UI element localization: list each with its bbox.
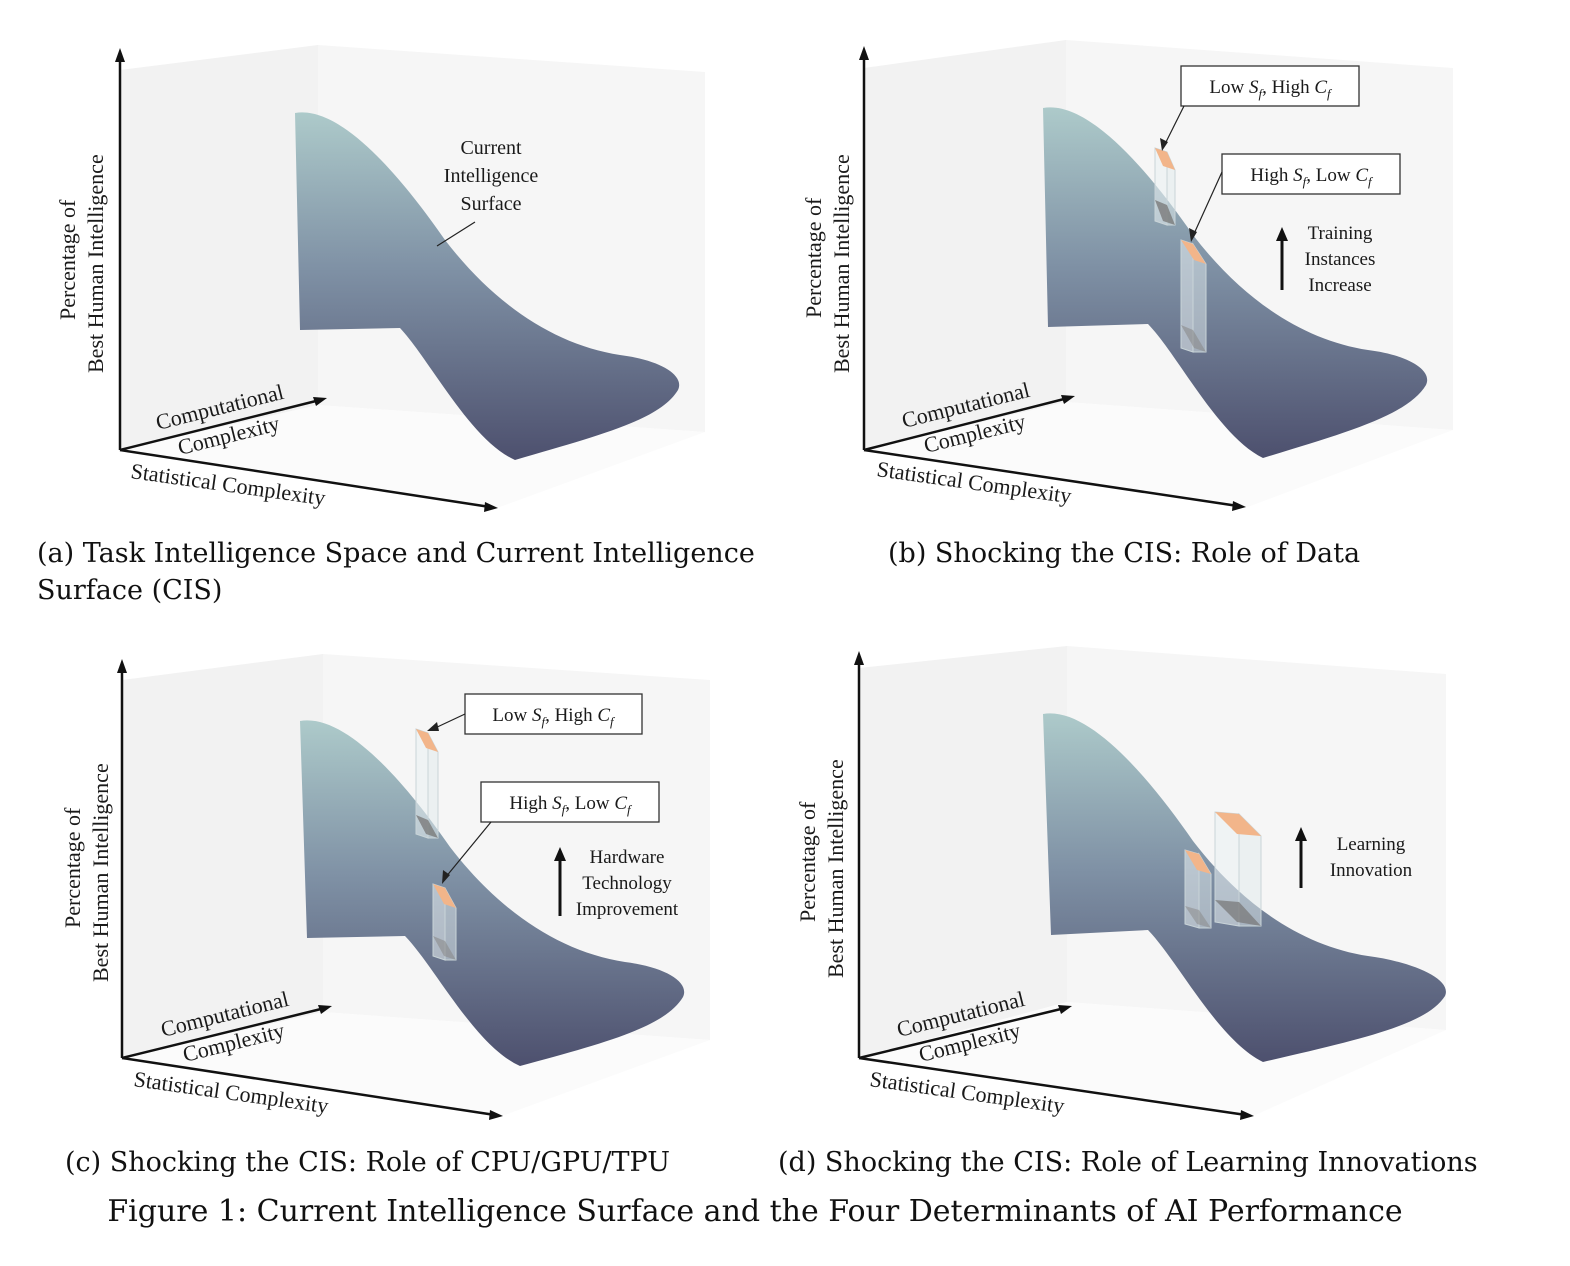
intelligence-surface <box>1043 107 1428 459</box>
surface-label-line3: Surface <box>460 193 521 215</box>
x-axis <box>119 398 321 452</box>
subcaption-b: (b) Shocking the CIS: Role of Data <box>888 538 1361 569</box>
x-axis-arrow <box>1058 1005 1072 1014</box>
panel-d: Percentage of Best Human Intelligence Co… <box>741 610 1521 1230</box>
cis-plot-a: Percentage of Best Human Intelligence Co… <box>55 45 705 512</box>
z-axis <box>858 1056 1247 1117</box>
svg-text:Low Sf, High Cf: Low Sf, High Cf <box>1209 77 1333 101</box>
subcaption-a-line2: Surface (CIS) <box>37 575 223 606</box>
intelligence-surface <box>295 112 680 461</box>
shock-arrow-head <box>1295 827 1307 841</box>
figure-caption: Figure 1: Current Intelligence Surface a… <box>107 1194 1403 1229</box>
label-box-high-s-low-c: High Sf, Low Cf <box>480 781 660 823</box>
pointer-box1-head <box>1160 138 1168 151</box>
shock-label-line2: Innovation <box>1330 860 1413 881</box>
z-axis-arrow <box>1240 1110 1254 1120</box>
pointer-box1 <box>432 713 466 730</box>
y-axis-label-line2: Best Human Intelligence <box>88 763 113 982</box>
y-axis-label-line1: Percentage of <box>801 197 826 318</box>
intelligence-surface <box>1043 713 1446 1062</box>
surface-label-line1: Current <box>460 137 522 159</box>
pointer-box2 <box>1192 171 1223 237</box>
pointer-box2-head <box>442 870 450 884</box>
z-axis-arrow <box>1232 501 1246 511</box>
shock-arrow-head <box>554 847 566 861</box>
svg-text:High Sf, Low Cf: High Sf, Low Cf <box>1250 165 1374 189</box>
cis-plot-d: Percentage of Best Human Intelligence Co… <box>795 646 1446 1120</box>
panel-c: Percentage of Best Human Intelligence Co… <box>5 610 785 1230</box>
x-axis <box>121 1006 326 1060</box>
z-axis <box>121 1056 496 1117</box>
pointer-box1-head <box>427 722 439 731</box>
cis-plot-c: Percentage of Best Human Intelligence Co… <box>60 654 710 1120</box>
panel-b: Percentage of Best Human Intelligence Co… <box>748 0 1528 620</box>
label-box-low-s-high-c: Low Sf, High Cf <box>464 693 643 735</box>
shock-label-line1: Training <box>1308 223 1373 244</box>
x-axis-arrow <box>1061 395 1075 404</box>
y-axis-arrow <box>854 651 864 665</box>
y-axis-arrow <box>859 46 869 60</box>
shock-label-line1: Hardware <box>590 847 665 868</box>
label-box-low-s-high-c: Low Sf, High Cf <box>1180 65 1360 107</box>
subcaption-a-line1: (a) Task Intelligence Space and Current … <box>37 538 755 569</box>
x-axis-arrow <box>313 397 327 406</box>
shock-label-line3: Increase <box>1308 275 1371 296</box>
x-axis-arrow <box>318 1005 332 1014</box>
y-axis-label-line2: Best Human Intelligence <box>829 154 854 373</box>
shock-bar-small <box>1184 849 1212 929</box>
svg-text:High Sf, Low Cf: High Sf, Low Cf <box>509 793 633 817</box>
y-axis-arrow <box>115 48 125 62</box>
shock-bar-high-s-low-c <box>1180 239 1207 353</box>
y-axis-label-line1: Percentage of <box>795 801 820 922</box>
subcaption-c: (c) Shocking the CIS: Role of CPU/GPU/TP… <box>65 1147 670 1178</box>
back-pane <box>859 646 1067 1058</box>
surface-label-pointer <box>436 221 476 247</box>
cis-plot-b: Percentage of Best Human Intelligence Co… <box>801 40 1453 511</box>
x-axis <box>858 1006 1066 1060</box>
y-axis-arrow <box>117 659 127 673</box>
z-axis <box>119 448 491 509</box>
pointer-box2 <box>444 821 492 879</box>
y-axis-label-line2: Best Human Intelligence <box>83 154 108 373</box>
label-box-high-s-low-c: High Sf, Low Cf <box>1221 153 1401 195</box>
intelligence-surface <box>300 720 685 1066</box>
back-pane <box>122 654 323 1058</box>
x-axis <box>863 396 1069 452</box>
shock-label-line3: Improvement <box>576 899 679 920</box>
svg-text:Low Sf, High Cf: Low Sf, High Cf <box>492 705 616 729</box>
pointer-box1 <box>1163 105 1185 147</box>
z-axis-arrow <box>484 502 498 512</box>
z-axis <box>863 448 1239 508</box>
pointer-box2-head <box>1189 228 1197 242</box>
y-axis-label-line1: Percentage of <box>60 807 85 928</box>
shock-arrow-head <box>1276 227 1288 241</box>
back-pane <box>120 45 318 450</box>
y-axis-label-line1: Percentage of <box>55 199 80 320</box>
shock-label-line2: Technology <box>582 873 672 894</box>
shock-bar-high-s-low-c <box>432 883 457 961</box>
shock-bar-large <box>1214 811 1262 927</box>
surface-label-line2: Intelligence <box>444 165 539 187</box>
shock-bar-low-s-high-c <box>415 728 439 839</box>
y-axis-label-line2: Best Human Intelligence <box>823 759 848 978</box>
panel-a: Percentage of Best Human Intelligence Co… <box>0 0 780 620</box>
back-pane <box>864 40 1066 450</box>
shock-label-line2: Instances <box>1305 249 1376 270</box>
z-axis-arrow <box>489 1110 503 1120</box>
shock-bar-low-s-high-c <box>1154 147 1176 226</box>
subcaption-d: (d) Shocking the CIS: Role of Learning I… <box>778 1147 1478 1178</box>
shock-label-line1: Learning <box>1337 834 1406 855</box>
